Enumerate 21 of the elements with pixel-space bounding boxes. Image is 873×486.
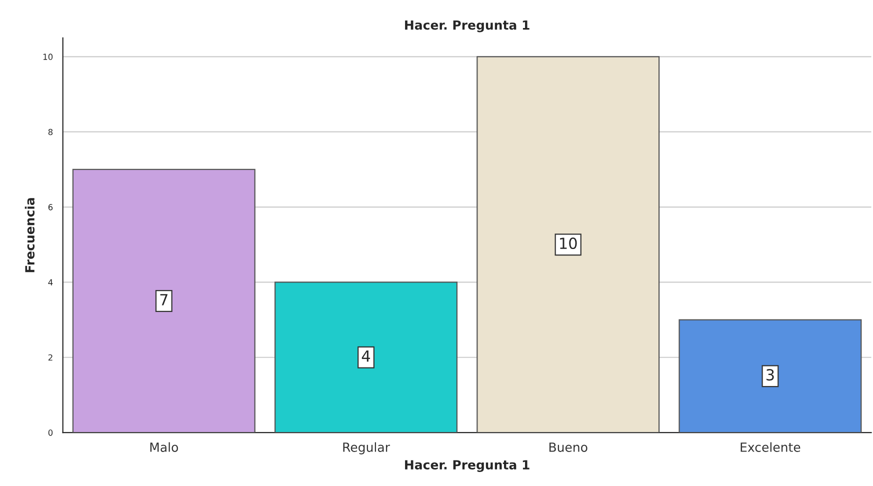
y-tick-label: 8 — [48, 128, 53, 136]
chart-title: Hacer. Pregunta 1 — [405, 20, 530, 32]
x-tick-label: Malo — [150, 442, 178, 452]
y-tick-label: 0 — [48, 430, 53, 436]
data-label: 10 — [560, 237, 577, 250]
data-label: 7 — [160, 294, 168, 306]
y-tick-label: 6 — [48, 204, 53, 210]
x-tick-label: Excelente — [740, 442, 800, 452]
bar — [72, 168, 256, 433]
y-tick-label: 4 — [48, 279, 53, 286]
y-tick-label: 2 — [48, 354, 52, 361]
y-tick-label: 10 — [43, 54, 53, 60]
bar — [678, 319, 862, 433]
data-label: 4 — [362, 350, 370, 362]
bar — [274, 282, 458, 433]
x-axis-title: Hacer. Pregunta 1 — [405, 460, 530, 472]
x-tick-label: Bueno — [549, 442, 588, 452]
y-axis-title: Frecuencia — [24, 198, 35, 272]
data-label: 3 — [766, 369, 774, 381]
x-tick-label: Regular — [343, 442, 390, 454]
bar — [476, 56, 660, 433]
